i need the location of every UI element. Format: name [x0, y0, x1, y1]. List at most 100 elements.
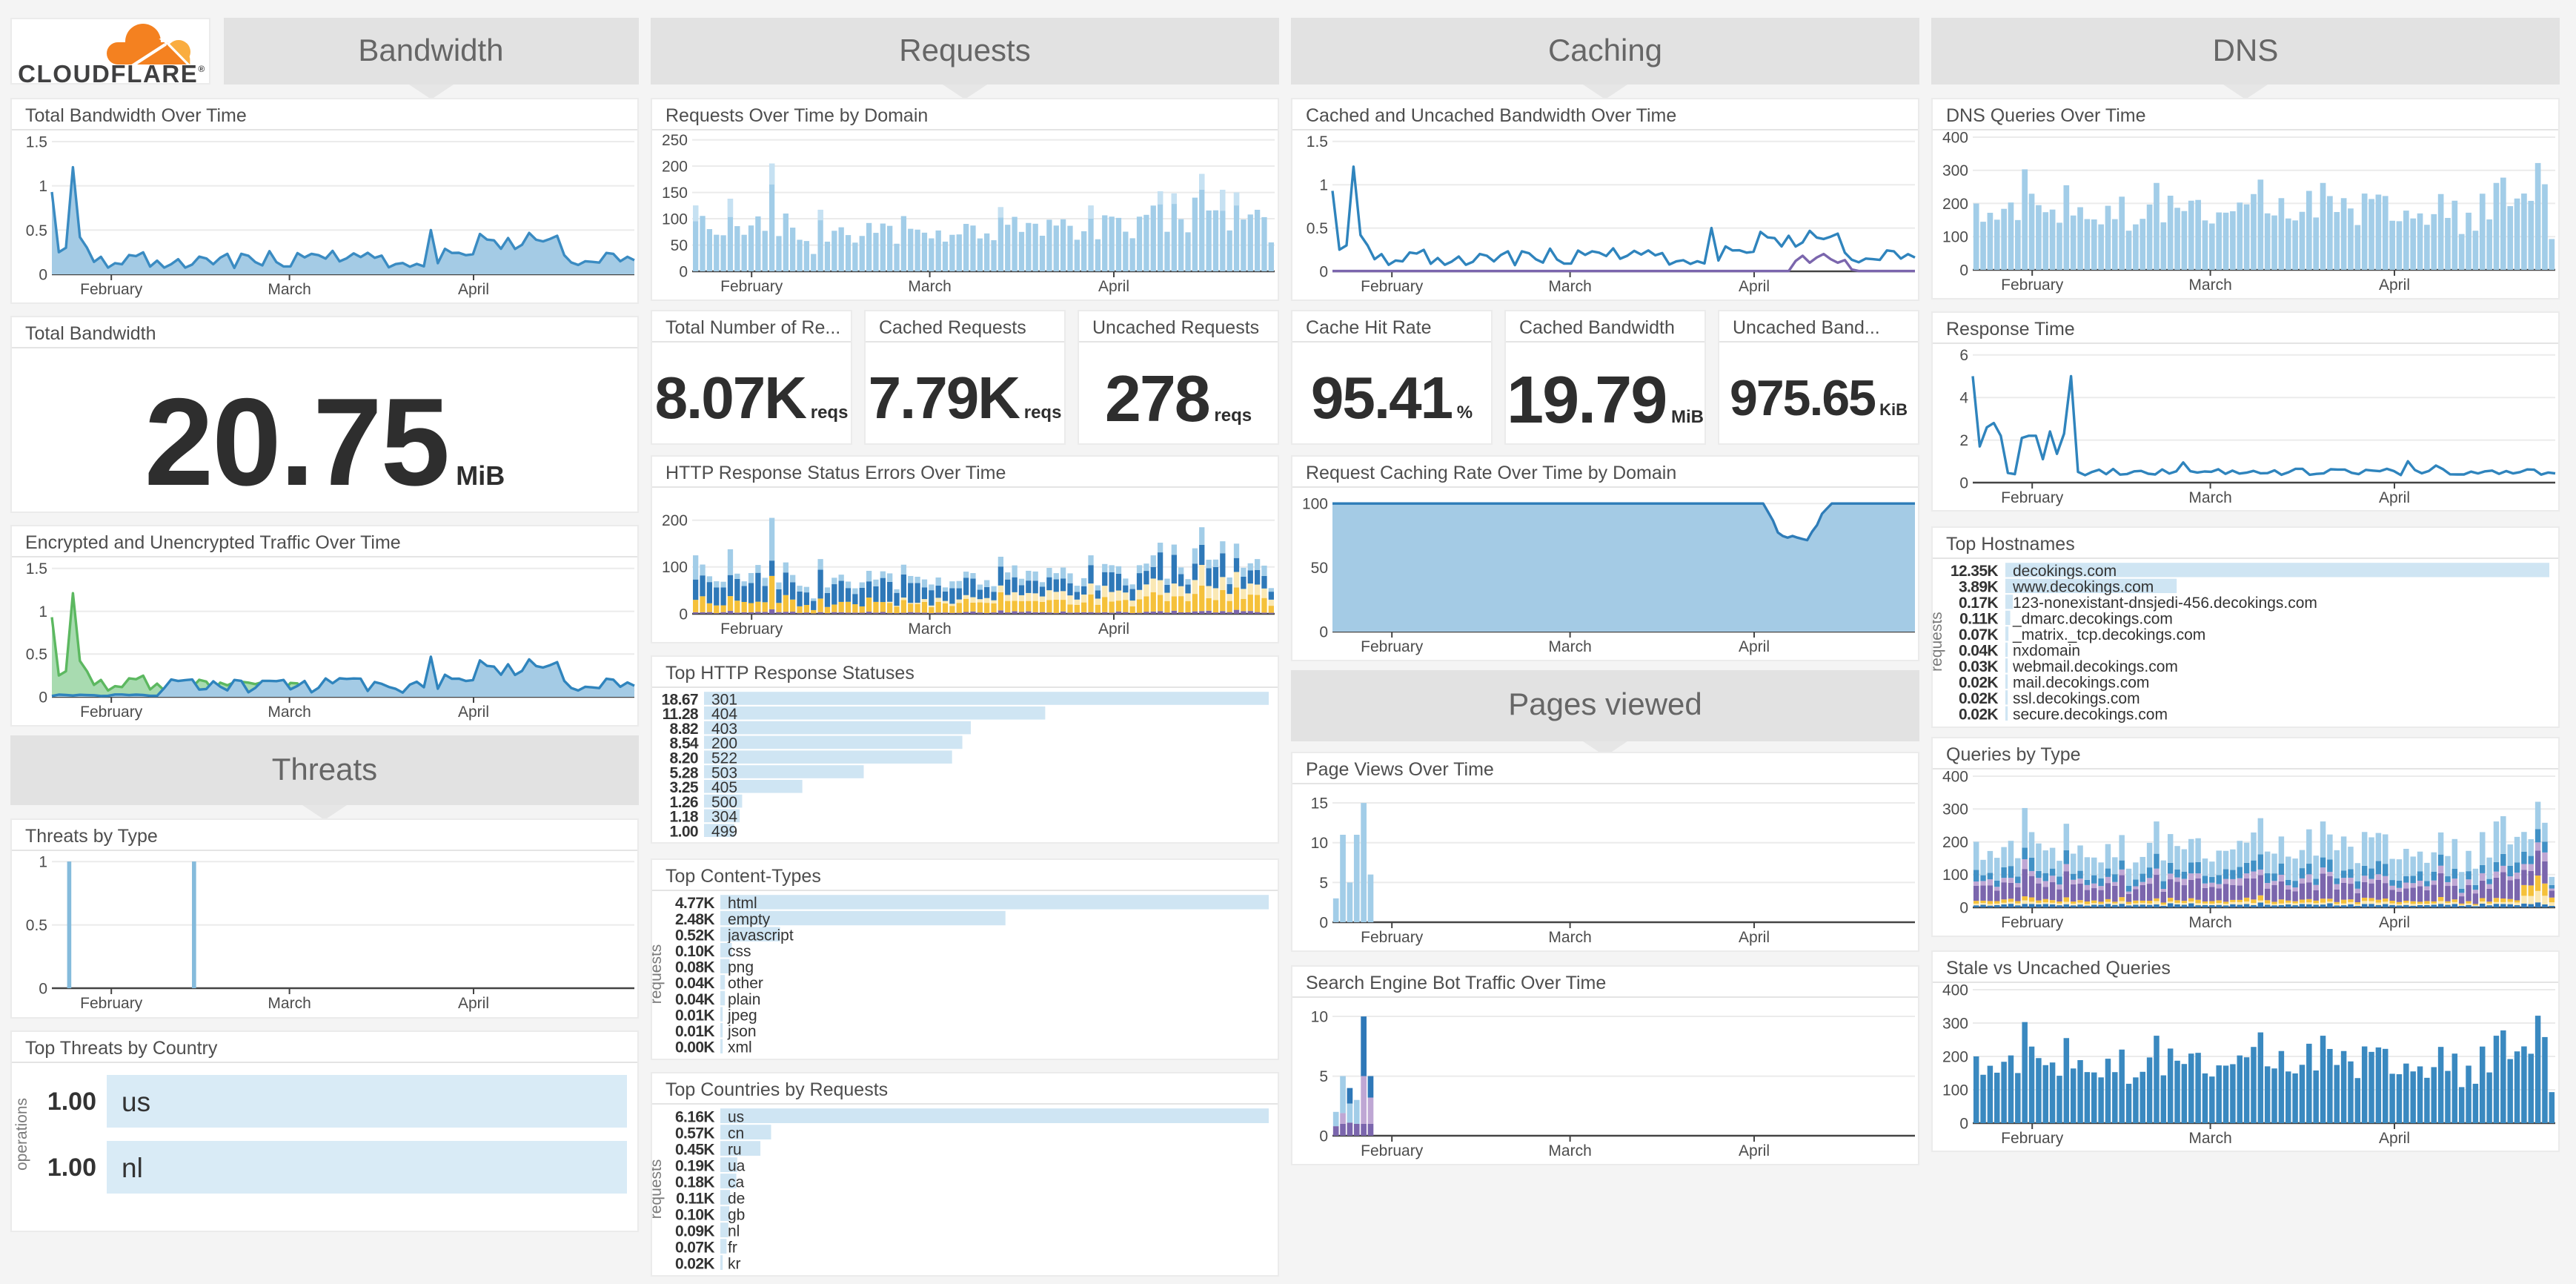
svg-text:CLOUDFLARE®: CLOUDFLARE®	[18, 60, 206, 86]
svg-text:0.09K: 0.09K	[675, 1222, 714, 1240]
svg-text:nxdomain: nxdomain	[2013, 643, 2080, 660]
svg-text:8.20: 8.20	[670, 750, 698, 767]
svg-text:April: April	[458, 995, 489, 1012]
svg-text:ca: ca	[728, 1174, 745, 1191]
svg-text:_dmarc.decokings.com: _dmarc.decokings.com	[2012, 611, 2173, 628]
svg-text:300: 300	[1942, 801, 1968, 818]
svg-text:0.04K: 0.04K	[675, 990, 714, 1007]
svg-text:cn: cn	[728, 1125, 744, 1142]
svg-text:0.5: 0.5	[1307, 219, 1328, 236]
svg-text:March: March	[1548, 277, 1591, 294]
svg-text:150: 150	[662, 184, 688, 201]
svg-text:us: us	[122, 1087, 150, 1117]
svg-text:nl: nl	[122, 1153, 143, 1183]
svg-text:February: February	[80, 995, 143, 1012]
svg-text:0.5: 0.5	[26, 917, 47, 934]
svg-text:March: March	[2188, 1129, 2231, 1146]
svg-text:0.5: 0.5	[26, 646, 47, 663]
svg-text:8.82: 8.82	[670, 721, 698, 738]
svg-text:0.07K: 0.07K	[1959, 626, 1998, 643]
svg-text:0: 0	[1959, 261, 1968, 278]
svg-text:March: March	[2188, 913, 2231, 930]
svg-text:499: 499	[711, 824, 737, 841]
svg-text:April: April	[458, 280, 489, 297]
svg-text:0.18K: 0.18K	[675, 1174, 714, 1191]
svg-text:us: us	[728, 1108, 744, 1125]
svg-text:0.04K: 0.04K	[1959, 643, 1998, 660]
svg-text:0.5: 0.5	[26, 222, 47, 239]
svg-text:0: 0	[1959, 899, 1968, 916]
svg-text:3.89K: 3.89K	[1959, 579, 1998, 596]
svg-text:requests: requests	[1933, 612, 1945, 672]
svg-text:April: April	[1098, 277, 1129, 294]
svg-text:xml: xml	[728, 1039, 752, 1056]
svg-text:0.57K: 0.57K	[675, 1125, 714, 1142]
svg-text:February: February	[720, 277, 783, 294]
svg-text:200: 200	[711, 735, 737, 752]
svg-text:100: 100	[1942, 228, 1968, 245]
svg-text:April: April	[1098, 621, 1129, 638]
svg-text:_matrix._tcp.decokings.com: _matrix._tcp.decokings.com	[2012, 626, 2205, 643]
svg-text:nl: nl	[728, 1222, 740, 1240]
svg-text:0.08K: 0.08K	[675, 959, 714, 976]
svg-text:200: 200	[662, 157, 688, 174]
svg-text:200: 200	[662, 512, 688, 529]
svg-text:February: February	[1361, 1142, 1424, 1159]
svg-text:April: April	[2379, 489, 2410, 506]
svg-text:March: March	[1548, 638, 1591, 655]
svg-text:fr: fr	[728, 1239, 737, 1256]
svg-text:1.18: 1.18	[670, 809, 699, 826]
svg-text:100: 100	[662, 559, 688, 576]
svg-text:decokings.com: decokings.com	[2013, 563, 2117, 580]
svg-text:2.48K: 2.48K	[675, 910, 714, 927]
svg-text:0: 0	[1319, 913, 1328, 930]
svg-text:0: 0	[1319, 262, 1328, 279]
svg-text:0.11K: 0.11K	[676, 1190, 714, 1207]
svg-text:0.01K: 0.01K	[675, 1022, 714, 1039]
svg-text:400: 400	[1942, 982, 1968, 998]
svg-text:300: 300	[1942, 1014, 1968, 1031]
svg-text:0.02K: 0.02K	[675, 1255, 714, 1272]
svg-text:3.25: 3.25	[670, 779, 699, 796]
svg-text:April: April	[2379, 913, 2410, 930]
svg-text:json: json	[727, 1022, 757, 1039]
svg-text:500: 500	[711, 794, 737, 811]
svg-text:mail.decokings.com: mail.decokings.com	[2013, 675, 2149, 692]
svg-text:0: 0	[39, 689, 47, 706]
svg-text:100: 100	[662, 210, 688, 227]
svg-text:jpeg: jpeg	[727, 1006, 757, 1023]
svg-text:ru: ru	[728, 1141, 742, 1158]
svg-text:1.26: 1.26	[670, 794, 698, 811]
svg-text:503: 503	[711, 764, 737, 781]
svg-text:operations: operations	[13, 1098, 30, 1171]
svg-text:1.5: 1.5	[26, 133, 47, 150]
svg-text:March: March	[2188, 276, 2231, 293]
svg-text:6.16K: 6.16K	[675, 1108, 714, 1125]
svg-text:100: 100	[1302, 496, 1328, 513]
svg-text:1.00: 1.00	[47, 1154, 96, 1182]
svg-text:0.01K: 0.01K	[675, 1006, 714, 1023]
svg-text:gb: gb	[728, 1206, 745, 1223]
svg-text:15: 15	[1311, 794, 1328, 811]
svg-text:1.00: 1.00	[670, 824, 698, 841]
svg-text:0: 0	[1319, 623, 1328, 641]
svg-text:4: 4	[1959, 389, 1968, 406]
svg-text:1.5: 1.5	[26, 560, 47, 578]
svg-text:empty: empty	[728, 910, 771, 927]
svg-text:1: 1	[39, 603, 47, 621]
svg-text:12.35K: 12.35K	[1951, 563, 1999, 580]
svg-text:April: April	[2379, 1129, 2410, 1146]
svg-text:250: 250	[662, 131, 688, 148]
svg-text:1.5: 1.5	[1307, 133, 1328, 150]
svg-text:requests: requests	[652, 1159, 665, 1220]
svg-text:March: March	[1548, 1142, 1591, 1159]
svg-text:10: 10	[1311, 834, 1328, 851]
svg-text:0: 0	[39, 265, 47, 282]
svg-text:0: 0	[1319, 1128, 1328, 1145]
svg-text:March: March	[2188, 489, 2231, 506]
svg-text:301: 301	[711, 691, 737, 708]
svg-text:0: 0	[679, 606, 688, 623]
svg-text:0.11K: 0.11K	[1959, 611, 1998, 628]
svg-text:0.04K: 0.04K	[675, 974, 714, 991]
svg-text:April: April	[1739, 638, 1770, 655]
